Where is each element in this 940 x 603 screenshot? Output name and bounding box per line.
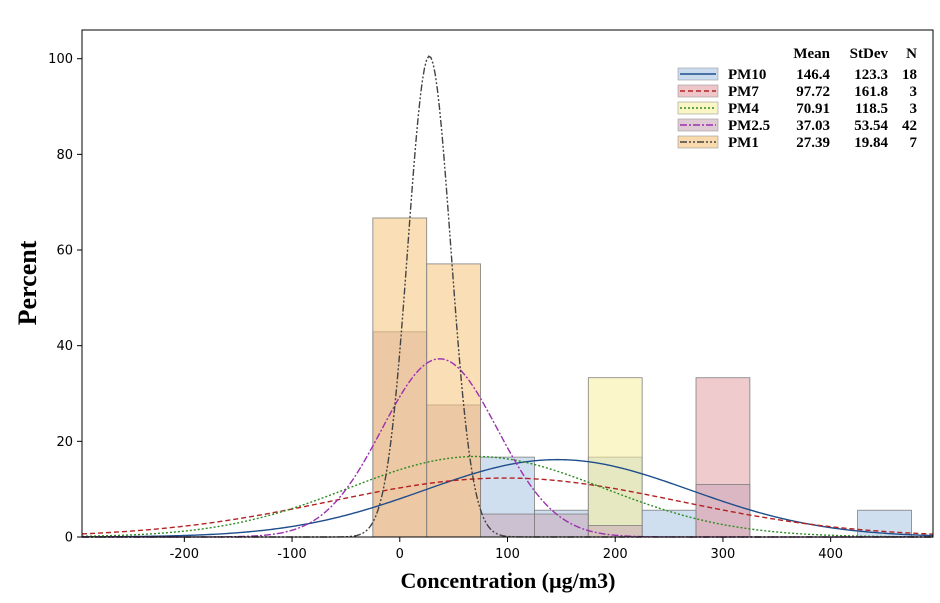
legend-mean-pm4: 70.91: [796, 101, 830, 117]
legend-n-pm7: 3: [910, 84, 918, 100]
y-axis-ticks: 0 20 40 60 80 100: [48, 52, 82, 546]
legend-stdev-pm4: 118.5: [855, 101, 888, 117]
legend-stdev-pm1: 19.84: [854, 135, 888, 151]
legend-mean-pm25: 37.03: [796, 118, 830, 134]
legend-n-pm1: 7: [910, 135, 918, 151]
legend-header-mean: Mean: [793, 46, 830, 62]
x-axis-ticks: -200 -100 0 100 200 300 400: [170, 537, 843, 562]
x-tick-label: 100: [495, 547, 520, 562]
legend-name-pm1: PM1: [728, 135, 759, 151]
y-tick-label: 20: [56, 435, 73, 450]
x-tick-label: -100: [277, 547, 307, 562]
legend-mean-pm7: 97.72: [796, 84, 830, 100]
legend-name-pm10: PM10: [728, 67, 766, 83]
y-tick-label: 40: [56, 339, 73, 354]
x-tick-label: 0: [396, 547, 404, 562]
legend-header-stdev: StDev: [850, 46, 889, 62]
y-tick-label: 80: [56, 148, 73, 163]
bar-pm25-3: [534, 513, 589, 538]
x-tick-label: -200: [170, 547, 200, 562]
legend-stdev-pm7: 161.8: [854, 84, 888, 100]
x-tick-label: 300: [711, 547, 736, 562]
bar-pm1-1: [426, 263, 481, 538]
legend-stdev-pm10: 123.3: [854, 67, 888, 83]
y-axis-label: Percent: [13, 240, 42, 325]
bar-pm4-0: [587, 377, 643, 538]
x-tick-label: 200: [603, 547, 628, 562]
legend-mean-pm10: 146.4: [796, 67, 830, 83]
histogram-bars: [372, 217, 912, 538]
legend-n-pm4: 3: [910, 101, 918, 117]
legend-header-n: N: [906, 46, 917, 62]
legend-n-pm25: 42: [902, 118, 917, 134]
x-tick-label: 400: [818, 547, 843, 562]
legend-stdev-pm25: 53.54: [854, 118, 888, 134]
legend-name-pm7: PM7: [728, 84, 759, 100]
legend-mean-pm1: 27.39: [796, 135, 830, 151]
bar-pm1-0: [372, 217, 428, 538]
bar-pm10-3: [641, 509, 697, 538]
legend: Mean StDev N PM10 146.4 123.3 18 PM7 97.72 161…: [677, 46, 918, 151]
x-axis-label: Concentration (µg/m3): [401, 568, 616, 593]
legend-name-pm4: PM4: [728, 101, 759, 117]
legend-n-pm10: 18: [902, 67, 917, 83]
y-tick-label: 60: [56, 244, 73, 259]
y-tick-label: 100: [48, 52, 73, 67]
legend-name-pm25: PM2.5: [728, 118, 770, 134]
bar-pm25-2: [480, 513, 535, 538]
fit-curve-pm4: [81, 455, 934, 538]
y-tick-label: 0: [65, 531, 73, 546]
fit-curve-pm10: [81, 458, 934, 538]
